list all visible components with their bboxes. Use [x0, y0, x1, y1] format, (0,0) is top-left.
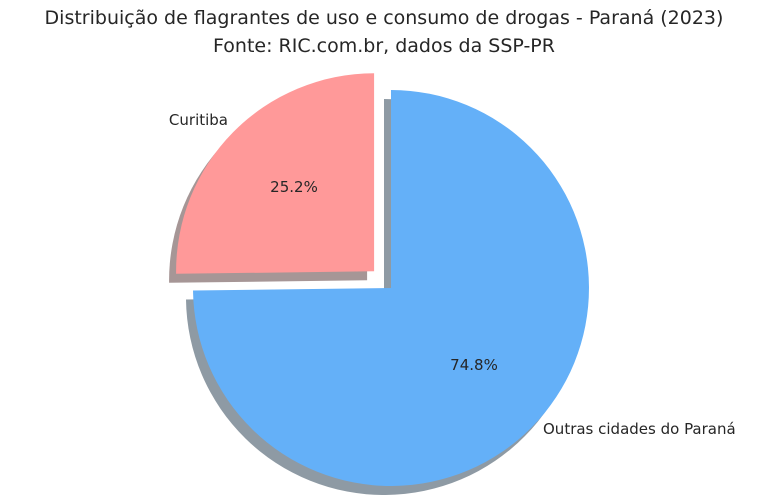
- chart-title-line1: Distribuição de flagrantes de uso e cons…: [44, 7, 724, 29]
- pie-slice-label-outras-cidades-do-parana: Outras cidades do Paraná: [543, 420, 736, 438]
- pie-slice-label-curitiba: Curitiba: [168, 111, 228, 129]
- pie-slice-curitiba: [176, 73, 375, 274]
- pie-slice-outras-cidades-do-parana: [193, 90, 589, 486]
- pie-pct-label-outras-cidades-do-parana: 74.8%: [450, 356, 498, 374]
- chart-title: Distribuição de flagrantes de uso e cons…: [0, 4, 768, 60]
- pie-pct-label-curitiba: 25.2%: [270, 178, 318, 196]
- chart-title-line2: Fonte: RIC.com.br, dados da SSP-PR: [213, 35, 555, 57]
